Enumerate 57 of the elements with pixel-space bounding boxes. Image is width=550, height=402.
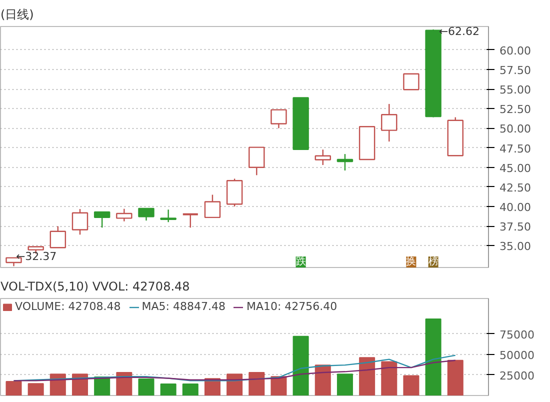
bar [447,360,464,396]
bar [314,364,331,396]
legend-label: MA5: 48847.48 [142,300,226,313]
candlestick [381,103,398,142]
candlestick [94,211,110,228]
candlestick [314,148,331,166]
candlestick [336,153,354,172]
bar [425,318,442,396]
candlestick [160,208,176,223]
y-tick-label: 40.00 [500,200,531,214]
y-tick-label: 50000 [500,348,534,362]
candlestick [204,194,221,218]
y-tick-label: 55.00 [500,84,531,97]
bar [182,383,198,396]
bar [359,357,376,396]
y-tick-label: 25000 [500,369,534,382]
bar [336,374,353,396]
bar [116,372,132,396]
y-tick-label: 52.50 [500,103,531,116]
chart-title: (日线) [0,8,34,22]
y-tick-label: 37.50 [500,220,531,234]
bar [226,374,243,396]
bar [381,361,398,396]
legend-label: MA10: 42756.40 [246,300,338,313]
chart-title: VOL-TDX(5,10) VVOL: 42708.48 [0,280,190,294]
y-tick-label: 47.50 [500,142,531,156]
y-tick-label: 45.00 [500,162,531,175]
candlestick [248,146,265,176]
bar [403,375,420,396]
bar [160,383,176,396]
candlestick [226,178,243,208]
line-series [13,360,456,382]
annotation: ←62.62 [438,24,480,38]
legend-label: VOLUME: 42708.48 [15,300,121,313]
candlestick [403,73,420,90]
annotation: ←32.37 [16,250,57,264]
bar [292,336,309,396]
annotation: 榜 [428,256,438,268]
y-tick-label: 75000 [500,328,534,342]
bar [28,383,44,396]
bar [138,378,154,396]
y-tick-label: 60.00 [500,44,531,58]
candlestick [182,213,199,228]
candlestick [138,208,154,222]
candlestick [72,208,88,236]
candlestick [50,226,66,249]
bar [248,372,265,396]
y-tick-label: 42.50 [500,181,531,194]
y-tick-label: 50.00 [500,122,531,136]
bar [6,381,22,396]
y-tick-label: 35.00 [500,240,531,254]
annotation: 换 [406,256,416,268]
y-tick-label: 57.50 [500,64,531,78]
candlestick [270,109,287,129]
annotation: 跌 [296,256,306,268]
bar [270,376,287,396]
candlestick [116,208,132,222]
